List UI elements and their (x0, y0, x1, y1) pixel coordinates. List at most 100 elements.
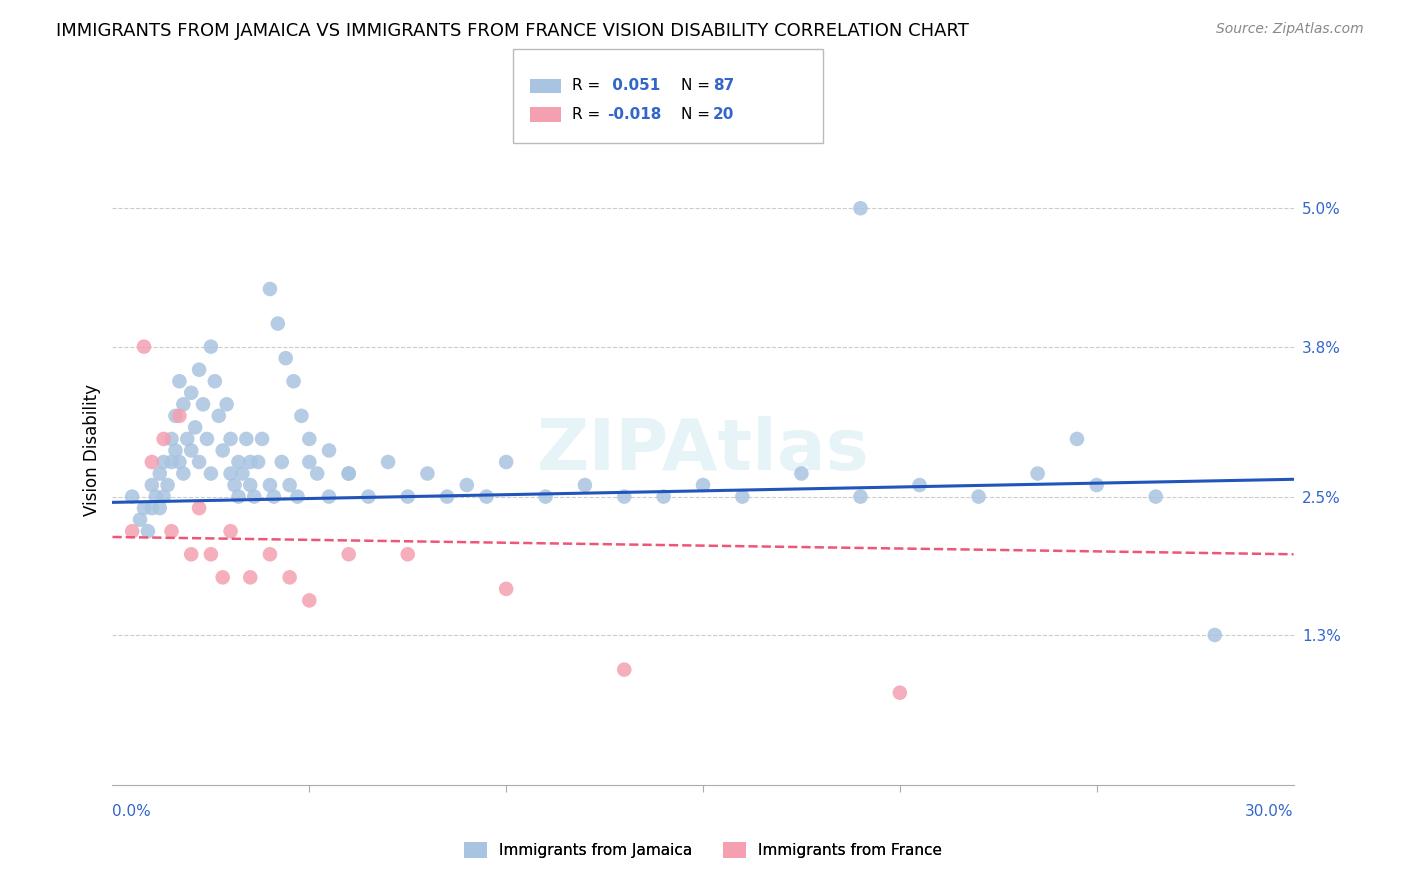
Point (195, 432, 218, 446)
Text: -0.018: -0.018 (607, 107, 662, 122)
Point (141, 455, 163, 469)
Point (278, 570, 301, 584)
Point (224, 478, 246, 492)
Point (132, 501, 155, 516)
Point (145, 490, 167, 504)
Point (180, 443, 202, 458)
Point (200, 467, 222, 481)
Point (1144, 490, 1167, 504)
Point (200, 547, 222, 561)
Point (160, 455, 183, 469)
Text: R =: R = (572, 107, 606, 122)
Text: 0.051: 0.051 (607, 78, 661, 94)
Point (1204, 628, 1226, 642)
Point (283, 374, 305, 388)
Point (188, 501, 211, 516)
Point (318, 490, 340, 504)
Point (239, 455, 262, 469)
Text: 30.0%: 30.0% (1246, 805, 1294, 819)
Point (613, 663, 636, 677)
Point (495, 582, 517, 596)
Point (267, 317, 290, 331)
Point (307, 467, 329, 481)
Point (456, 478, 478, 492)
Point (129, 513, 152, 527)
Text: N =: N = (681, 78, 714, 94)
Point (318, 443, 340, 458)
Point (534, 490, 557, 504)
Point (574, 478, 596, 492)
Point (436, 490, 458, 504)
Point (298, 455, 321, 469)
Text: Source: ZipAtlas.com: Source: ZipAtlas.com (1216, 22, 1364, 37)
Point (247, 455, 270, 469)
Point (416, 467, 439, 481)
Text: ZIPAtlas: ZIPAtlas (537, 416, 869, 485)
Point (132, 340, 155, 354)
Text: R =: R = (572, 78, 606, 94)
Point (219, 432, 242, 446)
Point (396, 547, 419, 561)
Point (219, 467, 242, 481)
Point (141, 501, 163, 516)
Point (250, 432, 273, 446)
Point (184, 420, 207, 434)
Point (475, 490, 498, 504)
Point (731, 490, 754, 504)
Point (337, 547, 360, 561)
Point (228, 455, 250, 469)
Point (239, 570, 262, 584)
Point (204, 374, 226, 388)
Point (849, 490, 872, 504)
Point (337, 467, 360, 481)
Text: IMMIGRANTS FROM JAMAICA VS IMMIGRANTS FROM FRANCE VISION DISABILITY CORRELATION : IMMIGRANTS FROM JAMAICA VS IMMIGRANTS FR… (56, 22, 969, 40)
Point (259, 282, 281, 296)
Point (211, 443, 233, 458)
Point (169, 455, 191, 469)
Point (287, 490, 309, 504)
Point (235, 432, 257, 446)
Point (790, 467, 813, 481)
Point (165, 409, 187, 423)
Point (208, 409, 231, 423)
Point (169, 374, 191, 388)
Point (152, 455, 174, 469)
Point (495, 455, 517, 469)
Legend: Immigrants from Jamaica, Immigrants from France: Immigrants from Jamaica, Immigrants from… (458, 836, 948, 864)
Point (188, 455, 211, 469)
Point (149, 467, 172, 481)
Point (908, 478, 931, 492)
Point (652, 490, 675, 504)
Point (136, 524, 159, 539)
Point (228, 490, 250, 504)
Point (278, 478, 301, 492)
Point (172, 397, 194, 411)
Point (219, 524, 242, 539)
Point (259, 478, 281, 492)
Point (149, 501, 172, 516)
Point (377, 455, 399, 469)
Point (1085, 478, 1108, 492)
Point (180, 547, 202, 561)
Point (613, 490, 636, 504)
Point (270, 455, 292, 469)
Point (156, 478, 179, 492)
Point (1066, 432, 1088, 446)
Point (200, 340, 222, 354)
Text: N =: N = (681, 107, 714, 122)
Y-axis label: Vision Disability: Vision Disability (83, 384, 101, 516)
Point (263, 490, 285, 504)
Point (172, 467, 194, 481)
Text: 87: 87 (713, 78, 734, 94)
Point (141, 478, 163, 492)
Point (176, 432, 198, 446)
Point (357, 490, 380, 504)
Point (180, 385, 202, 400)
Point (298, 593, 321, 607)
Text: 0.0%: 0.0% (112, 805, 152, 819)
Point (849, 201, 872, 215)
Point (259, 547, 281, 561)
Text: 20: 20 (713, 107, 734, 122)
Point (215, 397, 238, 411)
Point (121, 524, 143, 539)
